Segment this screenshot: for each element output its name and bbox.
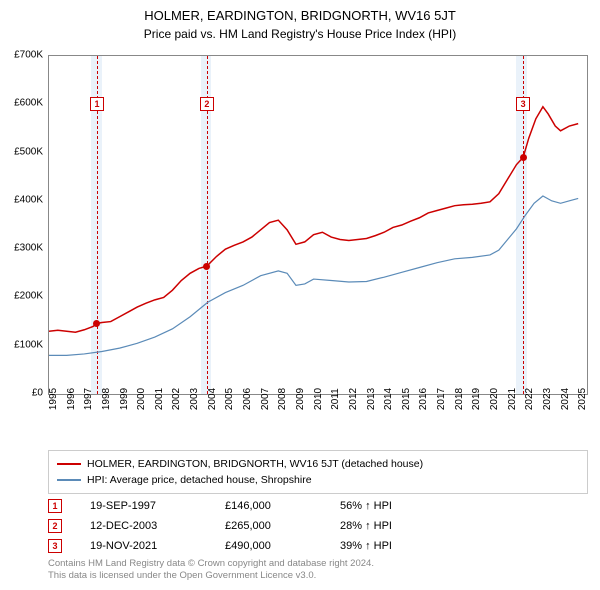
footer-line-2: This data is licensed under the Open Gov… — [48, 570, 374, 582]
x-tick-label: 2010 — [313, 388, 324, 410]
x-tick-label: 2015 — [401, 388, 412, 410]
plot-area: 1 2 3 — [48, 55, 588, 395]
legend-swatch-property — [57, 463, 81, 465]
sale-marker-dot — [520, 154, 527, 161]
y-tick-label: £400K — [14, 194, 43, 205]
x-tick-label: 2016 — [418, 388, 429, 410]
line-series — [49, 56, 587, 394]
sale-delta: 28% ↑ HPI — [340, 520, 392, 532]
x-tick-label: 2003 — [189, 388, 200, 410]
sale-badge: 1 — [48, 499, 62, 513]
sale-price: £265,000 — [225, 520, 340, 532]
x-tick-label: 2021 — [507, 388, 518, 410]
x-tick-label: 1996 — [66, 388, 77, 410]
y-tick-label: £700K — [14, 50, 43, 61]
x-tick-label: 2005 — [224, 388, 235, 410]
chart-legend: HOLMER, EARDINGTON, BRIDGNORTH, WV16 5JT… — [48, 450, 588, 494]
legend-label-property: HOLMER, EARDINGTON, BRIDGNORTH, WV16 5JT… — [87, 458, 423, 470]
y-tick-label: £600K — [14, 98, 43, 109]
sale-badge: 2 — [48, 519, 62, 533]
x-tick-label: 2000 — [136, 388, 147, 410]
x-tick-label: 2023 — [542, 388, 553, 410]
x-tick-label: 2006 — [242, 388, 253, 410]
x-tick-label: 2012 — [348, 388, 359, 410]
chart-subtitle: Price paid vs. HM Land Registry's House … — [0, 23, 600, 41]
x-tick-label: 2009 — [295, 388, 306, 410]
sale-marker-badge: 2 — [200, 97, 214, 111]
sales-table: 1 19-SEP-1997£146,00056% ↑ HPI 2 12-DEC-200… — [48, 496, 392, 556]
x-tick-label: 2025 — [577, 388, 588, 410]
x-tick-label: 2018 — [454, 388, 465, 410]
chart-area: 123 £0£100K£200K£300K£400K£500K£600K£700… — [48, 55, 588, 420]
sale-row: 2 12-DEC-2003£265,00028% ↑ HPI — [48, 516, 392, 536]
series-hpi — [49, 196, 578, 355]
legend-row-hpi: HPI: Average price, detached house, Shro… — [57, 472, 579, 488]
y-tick-label: £100K — [14, 339, 43, 350]
series-property — [49, 107, 578, 332]
chart-container: HOLMER, EARDINGTON, BRIDGNORTH, WV16 5JT… — [0, 0, 600, 590]
y-tick-label: £300K — [14, 243, 43, 254]
y-tick-label: £200K — [14, 291, 43, 302]
x-tick-label: 2020 — [489, 388, 500, 410]
x-tick-label: 1997 — [83, 388, 94, 410]
sale-row: 3 19-NOV-2021£490,00039% ↑ HPI — [48, 536, 392, 556]
x-tick-label: 2014 — [383, 388, 394, 410]
x-tick-label: 2004 — [207, 388, 218, 410]
sale-marker-badge: 3 — [516, 97, 530, 111]
sale-marker-dot — [203, 263, 210, 270]
sale-delta: 56% ↑ HPI — [340, 500, 392, 512]
x-tick-label: 2007 — [260, 388, 271, 410]
sale-date: 12-DEC-2003 — [90, 520, 225, 532]
sale-delta: 39% ↑ HPI — [340, 540, 392, 552]
legend-row-property: HOLMER, EARDINGTON, BRIDGNORTH, WV16 5JT… — [57, 456, 579, 472]
sale-price: £490,000 — [225, 540, 340, 552]
sale-date: 19-NOV-2021 — [90, 540, 225, 552]
x-tick-label: 2024 — [560, 388, 571, 410]
sale-row: 1 19-SEP-1997£146,00056% ↑ HPI — [48, 496, 392, 516]
x-tick-label: 2013 — [366, 388, 377, 410]
x-tick-label: 1995 — [48, 388, 59, 410]
legend-label-hpi: HPI: Average price, detached house, Shro… — [87, 474, 312, 486]
x-tick-label: 2008 — [277, 388, 288, 410]
legend-swatch-hpi — [57, 479, 81, 481]
x-tick-label: 1998 — [101, 388, 112, 410]
y-tick-label: £500K — [14, 146, 43, 157]
sale-date: 19-SEP-1997 — [90, 500, 225, 512]
footer-line-1: Contains HM Land Registry data © Crown c… — [48, 558, 374, 570]
x-tick-label: 2001 — [154, 388, 165, 410]
x-tick-label: 2002 — [171, 388, 182, 410]
footer-attribution: Contains HM Land Registry data © Crown c… — [48, 558, 374, 583]
x-tick-label: 2017 — [436, 388, 447, 410]
x-tick-label: 2011 — [330, 388, 341, 410]
y-tick-label: £0 — [32, 388, 43, 399]
sale-marker-badge: 1 — [90, 97, 104, 111]
sale-badge: 3 — [48, 539, 62, 553]
sale-price: £146,000 — [225, 500, 340, 512]
x-tick-label: 2019 — [471, 388, 482, 410]
chart-title: HOLMER, EARDINGTON, BRIDGNORTH, WV16 5JT — [0, 0, 600, 23]
x-tick-label: 2022 — [524, 388, 535, 410]
x-tick-label: 1999 — [119, 388, 130, 410]
